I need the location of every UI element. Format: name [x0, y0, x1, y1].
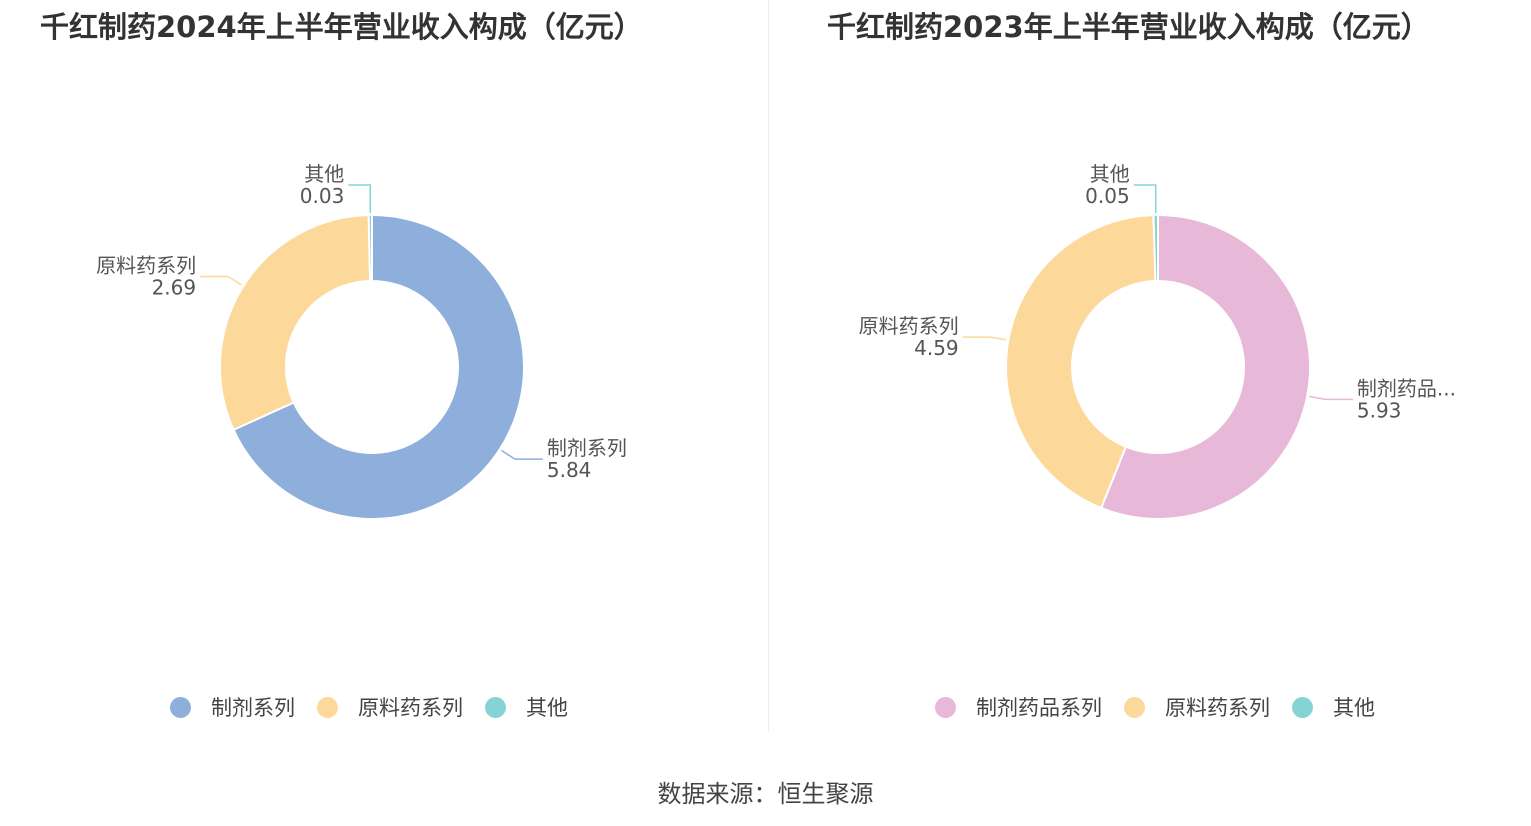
- chart-title: 千红制药2024年上半年营业收入构成（亿元）: [40, 10, 643, 44]
- chart-panel-2024: 千红制药2024年上半年营业收入构成（亿元） 制剂系列 5.84 原料药系列 2.69…: [0, 0, 768, 735]
- slice-label: 原料药系列: [859, 314, 959, 338]
- legend-item[interactable]: 制剂系列: [170, 692, 295, 722]
- chart-legend: 制剂药品系列 原料药系列 其他: [935, 692, 1397, 722]
- legend-label: 其他: [526, 696, 568, 720]
- panel-divider: [768, 0, 769, 732]
- legend-label: 制剂系列: [211, 696, 295, 720]
- slice-label: 制剂药品...: [1357, 376, 1456, 400]
- legend-swatch: [170, 696, 191, 718]
- slice-value-label: 5.93: [1357, 398, 1402, 422]
- leader-line: [501, 449, 543, 460]
- donut-slice[interactable]: [1152, 213, 1159, 283]
- leader-line: [962, 336, 1007, 341]
- data-source-note: 数据来源：恒生聚源: [657, 780, 874, 808]
- leader-line: [1133, 184, 1157, 214]
- slice-value-label: 4.59: [914, 336, 959, 360]
- legend-label: 原料药系列: [1165, 696, 1270, 720]
- legend-swatch: [1292, 696, 1313, 718]
- slice-label: 其他: [1090, 162, 1130, 186]
- slice-label: 制剂系列: [547, 436, 627, 460]
- legend-swatch: [317, 696, 338, 718]
- chart-title: 千红制药2023年上半年营业收入构成（亿元）: [827, 10, 1430, 44]
- legend-item[interactable]: 其他: [485, 692, 568, 722]
- legend-swatch: [935, 696, 956, 718]
- legend-swatch: [485, 696, 506, 718]
- slice-value-label: 0.05: [1085, 184, 1130, 208]
- leader-line: [200, 275, 243, 286]
- slice-value-label: 5.84: [547, 458, 592, 482]
- legend-label: 制剂药品系列: [976, 696, 1102, 720]
- legend-item[interactable]: 原料药系列: [317, 692, 463, 722]
- slice-value-label: 0.03: [300, 184, 345, 208]
- legend-item[interactable]: 其他: [1292, 692, 1375, 722]
- slice-label: 原料药系列: [96, 253, 196, 277]
- slice-value-label: 2.69: [152, 275, 197, 299]
- leader-line: [348, 184, 372, 214]
- donut-slice[interactable]: [1005, 214, 1157, 510]
- donut-slice[interactable]: [219, 214, 372, 432]
- donut-slice[interactable]: [1099, 213, 1311, 520]
- chart-panel-2023: 千红制药2023年上半年营业收入构成（亿元） 制剂药品... 5.93 原料药系列 4…: [769, 0, 1531, 735]
- legend-label: 其他: [1333, 696, 1375, 720]
- legend-label: 原料药系列: [358, 696, 463, 720]
- legend-item[interactable]: 制剂药品系列: [935, 692, 1102, 722]
- leader-line: [1309, 395, 1353, 401]
- slice-label: 其他: [304, 162, 344, 186]
- chart-legend: 制剂系列 原料药系列 其他: [170, 692, 590, 722]
- legend-swatch: [1124, 696, 1145, 718]
- donut-slice[interactable]: [367, 213, 373, 283]
- legend-item[interactable]: 原料药系列: [1124, 692, 1270, 722]
- donut-slice[interactable]: [232, 213, 525, 520]
